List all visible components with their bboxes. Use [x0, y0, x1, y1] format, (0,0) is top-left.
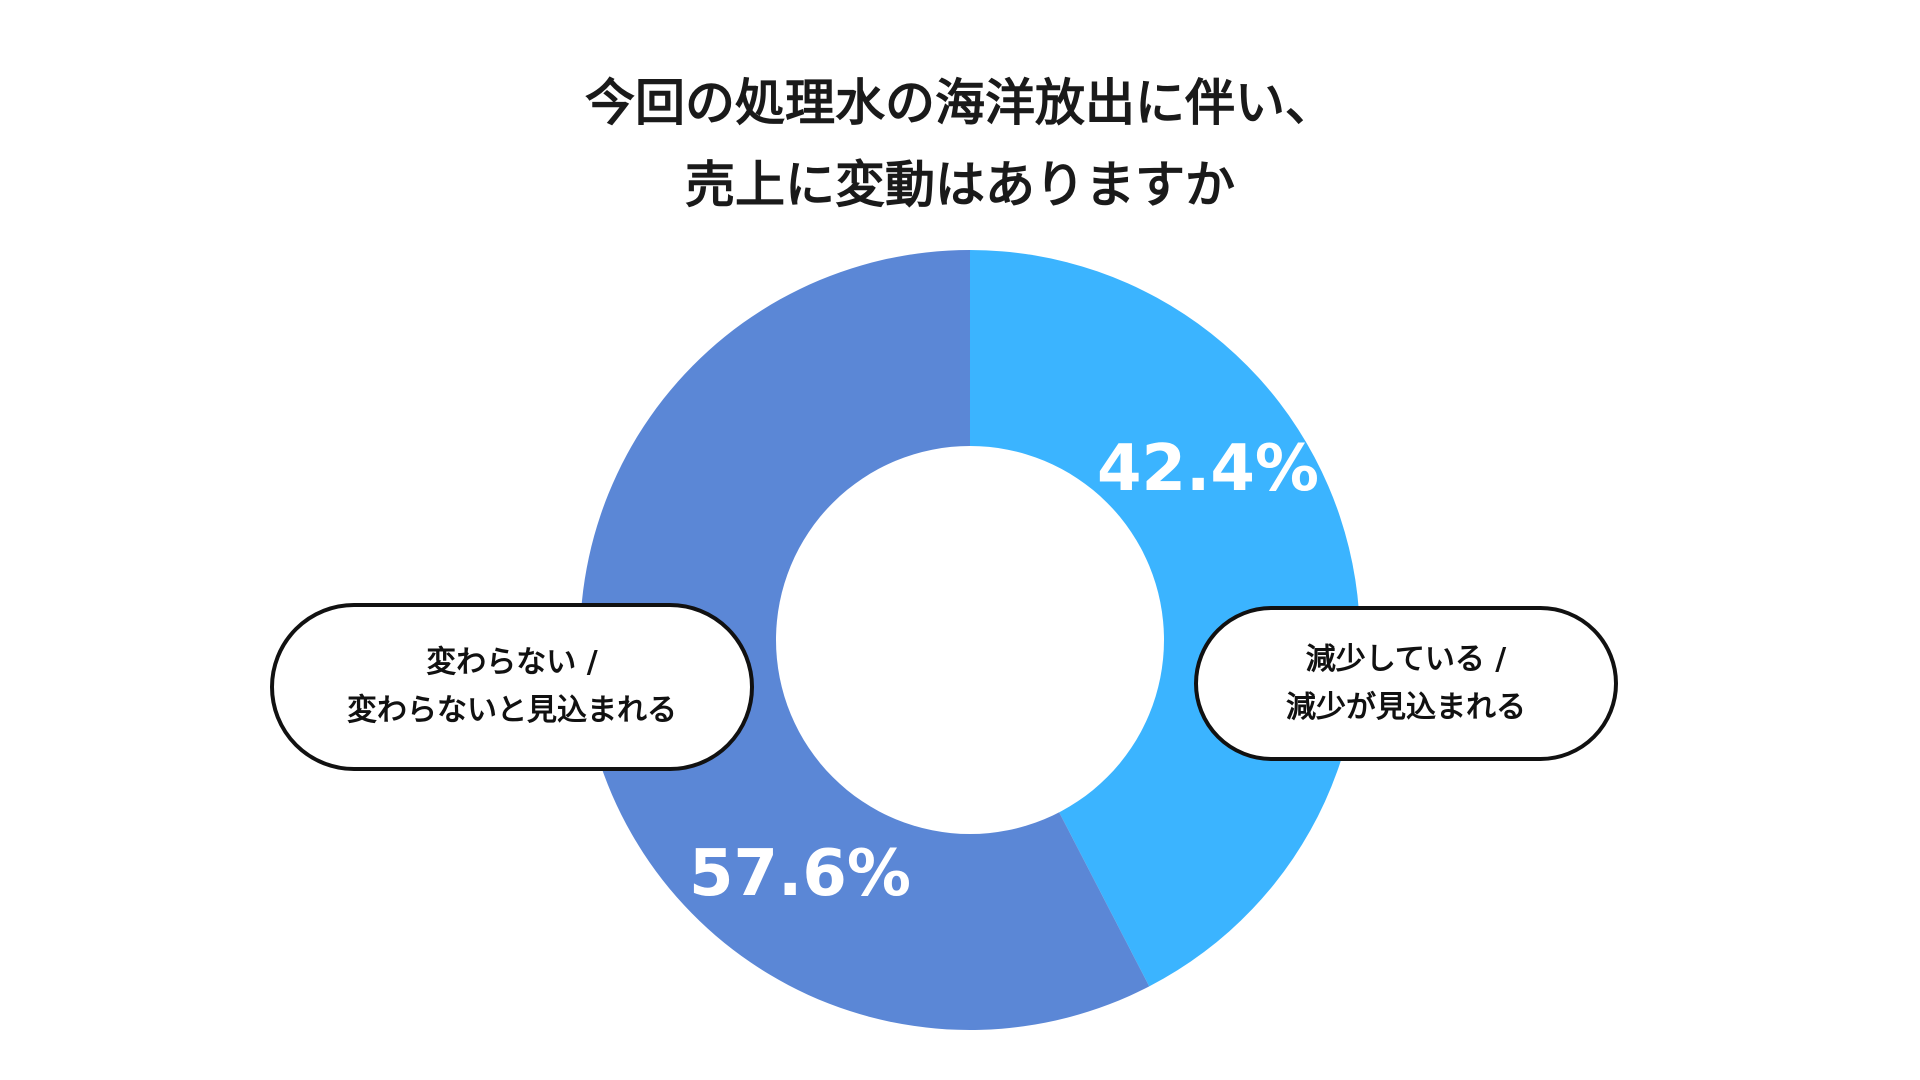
chart-title: 今回の処理水の海洋放出に伴い、 売上に変動はありますか	[0, 62, 1920, 226]
legend-callout-decrease: 減少している / 減少が見込まれる	[1194, 606, 1618, 761]
chart-title-line-2: 売上に変動はありますか	[685, 156, 1235, 214]
chart-title-line-1: 今回の処理水の海洋放出に伴い、	[585, 74, 1335, 132]
legend-callout-unchanged-line-1: 変わらない /	[426, 645, 598, 680]
legend-callout-decrease-line-1: 減少している /	[1305, 641, 1507, 677]
donut-hole	[776, 446, 1164, 834]
legend-callout-unchanged: 変わらない / 変わらないと見込まれる	[270, 603, 754, 771]
legend-callout-decrease-line-2: 減少が見込まれる	[1286, 689, 1526, 725]
slice-label-decrease: 42.4%	[1097, 432, 1319, 506]
slice-label-unchanged: 57.6%	[689, 837, 911, 911]
legend-callout-unchanged-line-2: 変わらないと見込まれる	[347, 693, 677, 728]
